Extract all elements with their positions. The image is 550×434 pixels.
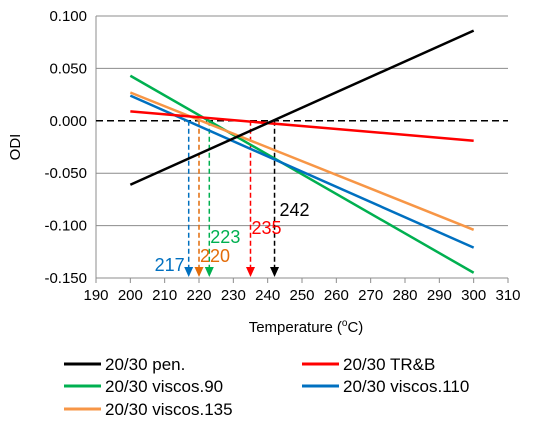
annotation-label-217: 217 (155, 255, 185, 275)
series-line-4 (129, 94, 475, 249)
x-tick-label: 230 (221, 287, 246, 304)
x-axis-unit-open: ( (337, 319, 342, 336)
series-line-2 (130, 110, 474, 142)
x-tick-label: 210 (152, 287, 177, 304)
legend: 20/30 pen. 20/30 TR&B 20/30 viscos.90 20/30… (64, 355, 469, 419)
series-lines (129, 29, 475, 274)
x-axis-unit-sup: o (342, 318, 348, 329)
x-tick-label: 290 (427, 287, 452, 304)
x-tick-label: 240 (255, 287, 280, 304)
x-tick-label: 310 (495, 287, 520, 304)
axes (95, 16, 509, 283)
drop-arrow-220 (194, 267, 204, 277)
y-tick-label: 0.100 (49, 8, 87, 25)
drop-arrow-223 (204, 267, 214, 277)
drop-arrow-217 (184, 267, 194, 277)
y-tick-label: -0.100 (44, 218, 87, 235)
annotation-label-223: 223 (210, 227, 240, 247)
x-tick-label: 190 (83, 287, 108, 304)
x-tick-label: 250 (289, 287, 314, 304)
annotation-label-235: 235 (252, 218, 282, 238)
series-line-3 (129, 74, 475, 274)
y-tick-label: 0.000 (49, 113, 87, 130)
annotation-label-242: 242 (280, 200, 310, 220)
annotation-label-220: 220 (200, 246, 230, 266)
y-tick-label: -0.050 (44, 165, 87, 182)
drop-arrow-235 (246, 267, 255, 277)
x-tick-label: 200 (118, 287, 143, 304)
x-tick-label: 220 (186, 287, 211, 304)
x-axis-title-text: Temperature (249, 319, 333, 336)
legend-label-2: 20/30 TR&B (343, 355, 435, 374)
x-tick-label: 280 (392, 287, 417, 304)
legend-label-5: 20/30 viscos.135 (105, 400, 233, 419)
x-tick-label: 270 (358, 287, 383, 304)
axis-titles: ODI Temperature (oC) (7, 134, 363, 336)
legend-label-1: 20/30 pen. (105, 355, 185, 374)
series-line-1 (129, 29, 475, 186)
y-axis-title: ODI (7, 134, 24, 161)
x-axis-title: Temperature (oC) (249, 318, 364, 336)
drop-lines (184, 120, 280, 277)
y-tick-label: -0.150 (44, 270, 87, 287)
x-tick-label: 260 (324, 287, 349, 304)
drop-arrow-242 (270, 267, 280, 277)
x-tick-label: 300 (461, 287, 486, 304)
legend-label-3: 20/30 viscos.90 (105, 377, 223, 396)
legend-label-4: 20/30 viscos.110 (343, 377, 469, 396)
x-axis-unit-close: C) (347, 319, 363, 336)
y-tick-label: 0.050 (49, 60, 87, 77)
